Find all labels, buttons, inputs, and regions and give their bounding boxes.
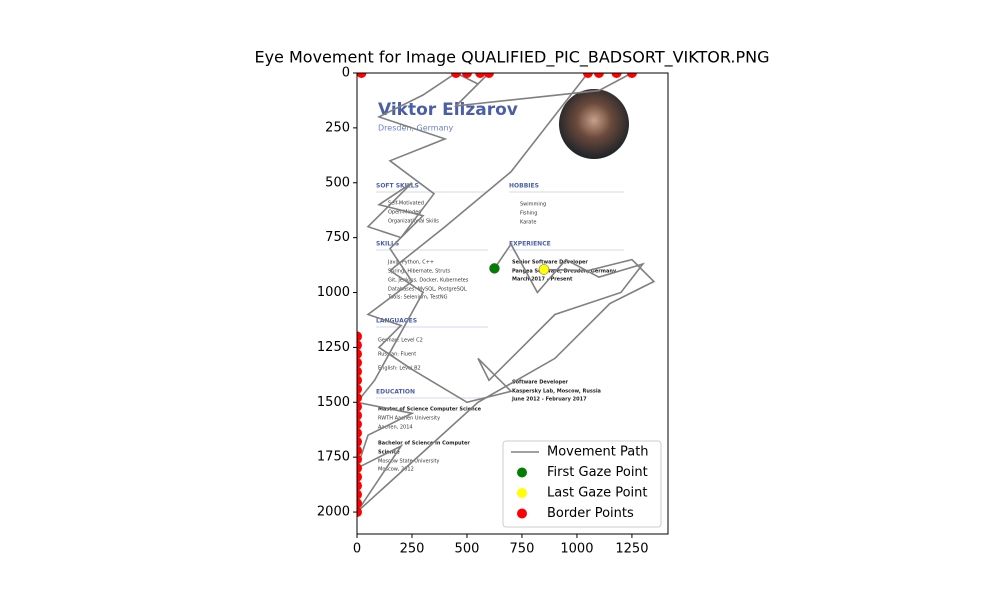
y-tick-label: 500 xyxy=(325,175,350,190)
gaze-point xyxy=(357,384,362,395)
resume-text: RWTH Aachen University xyxy=(378,416,440,422)
gaze-point xyxy=(611,73,622,78)
y-tick-label: 750 xyxy=(325,230,350,245)
resume-text: Self-Motivated xyxy=(388,201,424,207)
resume-text: March 2017 - Present xyxy=(512,277,573,283)
gaze-point xyxy=(357,489,362,500)
legend-marker xyxy=(517,508,527,519)
x-tick-label: 0 xyxy=(353,542,361,557)
gaze-point xyxy=(357,454,362,465)
x-tick-label: 250 xyxy=(400,542,425,557)
resume-text: June 2012 - February 2017 xyxy=(511,397,587,403)
resume-text: EDUCATION xyxy=(376,389,415,396)
resume-text: Databases: MySQL, PostgreSQL xyxy=(388,287,467,293)
resume-text: Moscow, 2012 xyxy=(378,467,414,473)
y-tick-label: 1500 xyxy=(317,395,350,410)
resume-text: Software Developer xyxy=(512,380,569,386)
y-tick-label: 1750 xyxy=(317,450,350,465)
gaze-point xyxy=(357,410,362,421)
gaze-point xyxy=(357,498,362,509)
gaze-point xyxy=(357,419,362,430)
ticks: 0 250 500 750 1000 1250 0 250 500 750 1000 1250 1500… xyxy=(317,66,649,557)
movement-path xyxy=(357,73,656,513)
gaze-point xyxy=(357,331,362,342)
resume-text: SOFT SKILLS xyxy=(376,183,419,190)
gaze-point xyxy=(357,428,362,439)
y-tick-label: 1000 xyxy=(317,285,350,300)
resume-text: Fishing xyxy=(520,211,537,217)
resume-text: Spring, Hibernate, Struts xyxy=(388,269,450,275)
gaze-point xyxy=(357,507,362,518)
gaze-point xyxy=(357,401,362,412)
resume-text: Aachen, 2014 xyxy=(378,425,413,431)
gaze-point xyxy=(357,348,362,359)
resume-text: English: Level B2 xyxy=(378,366,421,372)
resume-text: Git, Jenkins, Docker, Kubernetes xyxy=(388,278,469,284)
gaze-point xyxy=(357,340,362,351)
resume-text: Bachelor of Science in Computer xyxy=(378,441,470,447)
resume-text: Swimming xyxy=(520,202,546,208)
photo xyxy=(559,89,629,159)
resume-text: SKILLS xyxy=(376,241,399,248)
legend-label: Border Points xyxy=(547,506,634,521)
gaze-point xyxy=(626,73,637,78)
gaze-point xyxy=(489,263,500,274)
gaze-point xyxy=(357,445,362,456)
x-tick-label: 1250 xyxy=(615,542,648,557)
legend-marker xyxy=(517,488,527,498)
gaze-point xyxy=(461,73,472,78)
y-tick-label: 250 xyxy=(325,120,350,135)
resume-text: LANGUAGES xyxy=(376,318,417,325)
gaze-point xyxy=(357,375,362,386)
legend-label: Last Gaze Point xyxy=(547,486,647,501)
gaze-point xyxy=(357,436,362,447)
gaze-point xyxy=(475,73,486,78)
resume-text: Senior Software Developer xyxy=(512,260,588,266)
resume-text: Java, Python, C++ xyxy=(387,260,434,266)
resume-text: Karate xyxy=(520,220,536,226)
x-tick-label: 750 xyxy=(510,542,535,557)
gaze-point xyxy=(450,73,461,78)
resume-text: Viktor Elizarov Dresden, Germany SOFT SKIL… xyxy=(376,100,617,473)
resume-text: EXPERIENCE xyxy=(509,241,551,248)
resume-text: Dresden, Germany xyxy=(378,124,454,133)
x-tick-label: 1000 xyxy=(560,542,593,557)
resume-text: HOBBIES xyxy=(509,183,539,190)
resume-text: German: Level C2 xyxy=(378,338,423,344)
resume-text: Master of Science Computer Science xyxy=(378,407,482,413)
legend xyxy=(502,440,662,528)
resume-text: Open-Minded xyxy=(388,210,421,216)
legend-marker xyxy=(517,467,527,478)
gaze-point xyxy=(357,480,362,491)
gaze-point xyxy=(357,471,362,482)
legend-label: First Gaze Point xyxy=(547,465,648,480)
legend-items: Movement Path First Gaze Point Last Gaze P… xyxy=(511,445,649,521)
resume-decor xyxy=(376,191,624,399)
gaze-point xyxy=(357,463,362,474)
axes-frame xyxy=(356,72,669,535)
y-tick-label: 2000 xyxy=(317,505,350,520)
legend-label: Movement Path xyxy=(547,445,649,460)
gaze-point xyxy=(582,73,593,78)
plot-area xyxy=(357,73,656,518)
resume-text: Pangea Software, Dresden, Germany xyxy=(512,269,617,275)
gaze-point xyxy=(357,366,362,377)
resume-text: Tools: Selenium, TestNG xyxy=(387,295,448,301)
chart-title: Eye Movement for Image QUALIFIED_PIC_BAD… xyxy=(254,48,769,68)
gaze-point xyxy=(357,392,362,403)
x-tick-label: 500 xyxy=(455,542,480,557)
y-tick-label: 0 xyxy=(342,66,350,81)
resume-text: Viktor Elizarov xyxy=(378,100,518,120)
y-tick-label: 1250 xyxy=(317,340,350,355)
gaze-point xyxy=(593,73,604,78)
gaze-point xyxy=(538,264,550,275)
gaze-point xyxy=(483,73,494,78)
gaze-point xyxy=(357,357,362,368)
resume-text: Kaspersky Lab, Moscow, Russia xyxy=(512,389,601,395)
resume-text: Russian: Fluent xyxy=(378,352,416,358)
resume-text: Moscow State University xyxy=(378,459,440,465)
gaze-point xyxy=(357,73,367,78)
